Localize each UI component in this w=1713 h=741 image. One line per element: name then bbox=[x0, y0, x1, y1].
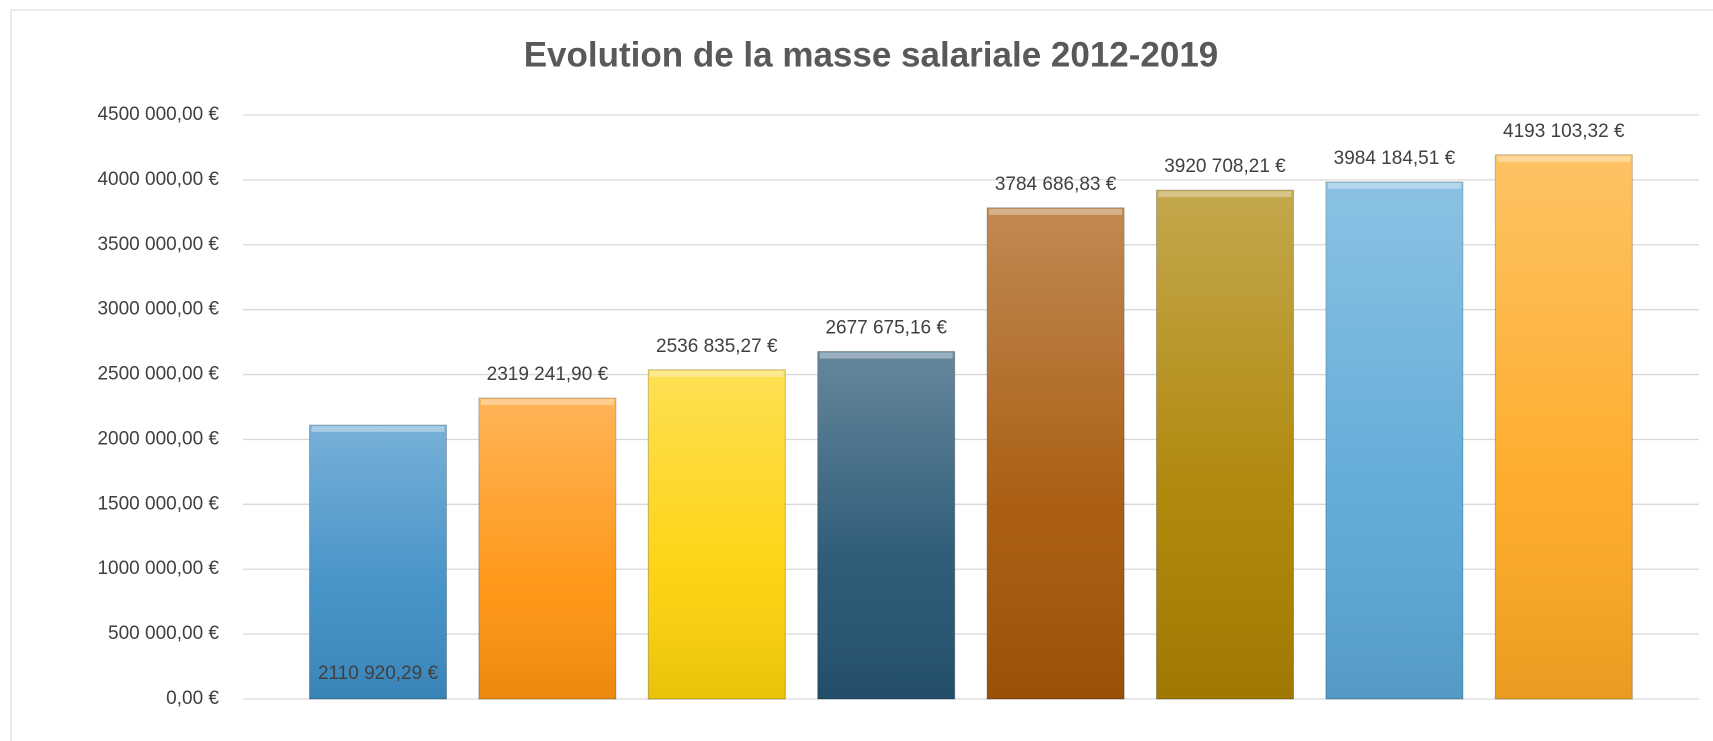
data-label: 2677 675,16 € bbox=[825, 318, 947, 339]
data-label: 2536 835,27 € bbox=[656, 336, 778, 357]
y-tick-label: 1000 000,00 € bbox=[97, 558, 219, 579]
bar-shine bbox=[987, 207, 1125, 699]
bar-shine bbox=[648, 369, 786, 699]
bar-bevel bbox=[1158, 191, 1292, 198]
data-label: 3920 708,21 € bbox=[1164, 156, 1286, 177]
bar-shine bbox=[1325, 181, 1463, 699]
y-tick-label: 1500 000,00 € bbox=[97, 493, 219, 514]
y-tick-label: 0,00 € bbox=[166, 688, 219, 709]
chart-frame bbox=[10, 9, 1713, 741]
y-tick-label: 2000 000,00 € bbox=[97, 428, 219, 449]
bar-shine bbox=[309, 425, 447, 699]
data-label: 4193 103,32 € bbox=[1503, 121, 1625, 142]
bar-bevel bbox=[480, 399, 614, 406]
bar-shine bbox=[1495, 154, 1633, 699]
data-label: 3984 184,51 € bbox=[1334, 148, 1456, 169]
bar-bevel bbox=[1497, 155, 1631, 162]
data-label: 3784 686,83 € bbox=[995, 174, 1117, 195]
bar-shine bbox=[478, 398, 616, 699]
bar-bevel bbox=[1327, 182, 1461, 189]
y-tick-label: 3000 000,00 € bbox=[97, 299, 219, 320]
chart-title: Evolution de la masse salariale 2012-201… bbox=[524, 35, 1219, 74]
y-tick-label: 3500 000,00 € bbox=[97, 234, 219, 255]
bar-bevel bbox=[311, 426, 445, 433]
bar-bevel bbox=[819, 352, 953, 359]
bar-bevel bbox=[650, 370, 784, 377]
bar-shine bbox=[817, 351, 955, 699]
bar-bevel bbox=[989, 208, 1123, 215]
data-label: 2110 920,29 € bbox=[318, 663, 439, 684]
y-tick-label: 500 000,00 € bbox=[108, 623, 219, 644]
data-label: 2319 241,90 € bbox=[487, 364, 609, 385]
y-tick-label: 2500 000,00 € bbox=[97, 364, 219, 385]
y-tick-label: 4500 000,00 € bbox=[97, 104, 219, 125]
y-tick-label: 4000 000,00 € bbox=[97, 169, 219, 190]
bar-shine bbox=[1156, 190, 1294, 699]
